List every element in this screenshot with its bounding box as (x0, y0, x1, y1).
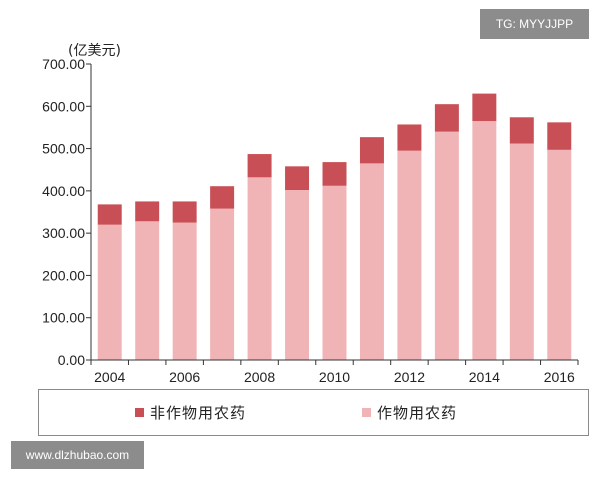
x-tick-label: 2012 (394, 369, 425, 385)
y-tick-label: 500.00 (42, 141, 85, 157)
y-tick-label: 200.00 (42, 267, 85, 283)
bar-noncrop-2004 (97, 204, 122, 225)
bar-crop-2009 (285, 190, 310, 360)
y-tick-label: 300.00 (42, 225, 85, 241)
y-tick-label: 0.00 (58, 352, 85, 368)
bar-noncrop-2016 (547, 122, 572, 150)
x-tick-label: 2006 (169, 369, 200, 385)
x-tick-label: 2004 (94, 369, 125, 385)
x-tick-label: 2008 (244, 369, 275, 385)
x-tick-label: 2014 (469, 369, 500, 385)
bar-crop-2005 (135, 221, 160, 360)
x-tick-label: 2016 (544, 369, 575, 385)
y-tick-label: 700.00 (42, 56, 85, 72)
bar-crop-2013 (434, 131, 459, 360)
legend-item-noncrop: 非作物用农药 (135, 402, 246, 422)
bar-noncrop-2009 (285, 166, 310, 191)
bar-crop-2006 (172, 222, 197, 360)
legend-label-noncrop: 非作物用农药 (150, 403, 247, 422)
watermark-top-right: TG: MYYJJPP (480, 9, 589, 39)
bar-noncrop-2008 (247, 154, 272, 178)
bar-crop-2012 (397, 150, 422, 360)
legend-swatch-noncrop (135, 407, 144, 417)
bar-noncrop-2013 (434, 104, 459, 132)
x-tick-label: 2010 (319, 369, 350, 385)
y-axis: 0.00 100.00 200.00 300.00 400.00 500.00 600.00… (42, 56, 92, 368)
bar-noncrop-2012 (397, 124, 422, 151)
bars (97, 93, 572, 360)
legend-item-crop: 作物用农药 (362, 402, 457, 422)
bar-crop-2015 (509, 143, 534, 360)
y-tick-label: 600.00 (42, 98, 85, 114)
bar-noncrop-2006 (172, 201, 197, 223)
bar-crop-2014 (472, 121, 497, 360)
bar-noncrop-2007 (210, 186, 235, 209)
bar-noncrop-2014 (472, 93, 497, 122)
y-axis-unit-label: (亿美元) (68, 43, 121, 59)
legend-label-crop: 作物用农药 (377, 403, 458, 422)
bar-crop-2016 (547, 149, 572, 360)
y-tick-label: 100.00 (42, 310, 85, 326)
bar-noncrop-2005 (135, 201, 160, 222)
bar-noncrop-2015 (509, 117, 534, 144)
bar-crop-2010 (322, 185, 347, 360)
legend-swatch-crop (362, 407, 371, 417)
x-axis: 2004 2006 2008 2010 2012 2014 2016 (90, 359, 579, 385)
bar-crop-2007 (210, 208, 235, 360)
watermark-bottom-left: www.dlzhubao.com (11, 441, 144, 469)
bar-crop-2008 (247, 177, 272, 360)
bar-noncrop-2010 (322, 162, 347, 186)
y-tick-label: 400.00 (42, 183, 85, 199)
legend: 非作物用农药 作物用农药 (38, 389, 589, 436)
bar-crop-2011 (359, 163, 384, 360)
bar-crop-2004 (97, 224, 122, 360)
bar-noncrop-2011 (359, 137, 384, 164)
